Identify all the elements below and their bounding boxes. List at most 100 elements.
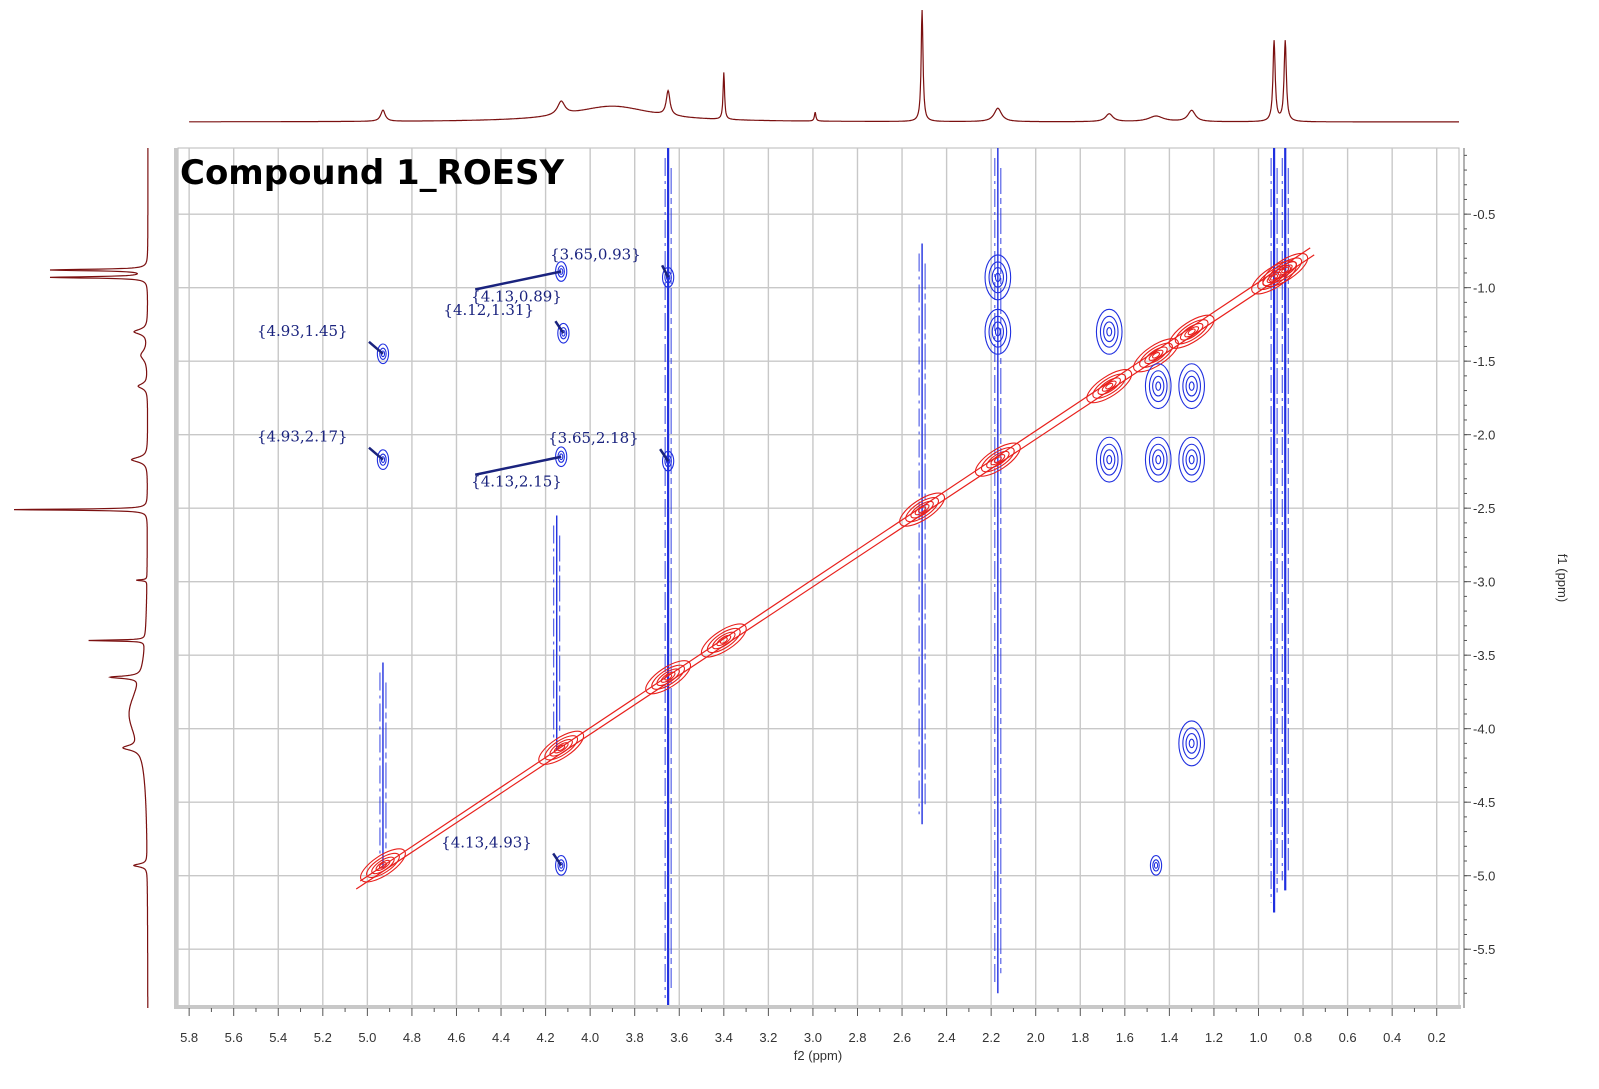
cross-peak-9	[991, 321, 1004, 343]
x-tick-label-15: 2.8	[848, 1030, 866, 1045]
y-tick-label-4: -2.5	[1473, 501, 1495, 516]
cross-peak-11	[1095, 436, 1123, 483]
x-tick-label-27: 0.4	[1383, 1030, 1401, 1045]
diagonal-peak-9	[1266, 271, 1282, 284]
top-1d-projection	[189, 9, 1459, 123]
x-tick-label-19: 2.0	[1027, 1030, 1045, 1045]
annotation-label-5: {3.65,2.18}	[548, 429, 639, 447]
diagonal-peak-5	[980, 447, 1015, 473]
y-tick-label-9: -5.0	[1473, 869, 1495, 884]
y-axis: -0.5 -1.0 -1.5 -2.0 -2.5 -3.0 -3.5 -4.0 -4.5 -5.0…	[1463, 148, 1495, 1008]
cross-peak-5	[557, 859, 565, 872]
cross-peak-15	[1155, 381, 1162, 391]
annotation-leader-5	[659, 448, 670, 462]
cross-peak-14	[1152, 449, 1165, 471]
annotation-leader-2	[554, 320, 565, 334]
contour-peaks	[355, 247, 1315, 890]
cross-peak-8	[994, 272, 1001, 283]
diagonal-peak-10	[1262, 252, 1309, 288]
cross-peak-12	[1188, 381, 1195, 391]
peak-annotations: {3.65,0.93} {4.13,0.89}{4.12,1.31} {4.93,1…	[257, 245, 670, 867]
diagonal-peak-5	[990, 454, 1006, 466]
diagonal-peak-2	[664, 673, 673, 681]
diagonal-peak-3	[716, 634, 732, 647]
x-tick-label-24: 1.0	[1249, 1030, 1267, 1045]
diagonal-peak-1	[549, 738, 573, 757]
diagonal-peak-0	[371, 856, 395, 875]
cross-peak-9	[994, 327, 1001, 337]
diagonal-peak-10	[1281, 266, 1290, 274]
diagonal-peak-7	[1151, 351, 1161, 359]
x-tick-label-22: 1.4	[1160, 1030, 1178, 1045]
diagonal-peak-2	[656, 668, 680, 687]
x-axis: 5.8 5.6 5.4 5.2 5.0 4.8 4.6 4.4 4.2 4.0 3.8 3.6 3.4 3…	[180, 1008, 1446, 1045]
cross-peak-15	[1152, 375, 1165, 397]
diagonal-peak-2	[651, 664, 686, 690]
cross-peak-6	[664, 271, 672, 284]
cross-peak-13	[1188, 454, 1195, 465]
diagonal-peak-8	[1187, 328, 1196, 336]
y-tick-label-8: -4.5	[1473, 795, 1495, 810]
top-projection-trace	[189, 9, 1459, 123]
annotation-label-0: {3.65,0.93}	[550, 245, 641, 263]
diagonal-ridge	[355, 254, 1315, 890]
cross-peak-6	[661, 267, 675, 288]
cross-peak-10	[1106, 327, 1113, 337]
cross-peak-12	[1182, 370, 1202, 403]
y-tick-label-2: -1.5	[1473, 354, 1495, 369]
cross-peak-13	[1185, 449, 1198, 471]
cross-peak-11	[1103, 449, 1116, 471]
diagonal-peak-7	[1144, 346, 1168, 365]
diagonal-peak-7	[1133, 338, 1179, 373]
cross-peak-13	[1178, 436, 1206, 483]
diagonal-peak-7	[1139, 342, 1173, 368]
diagonal-peak-0	[375, 859, 391, 872]
annotation-leader-0	[661, 264, 670, 278]
annotation-label-2: {4.12,1.31}	[443, 301, 534, 319]
cross-peak-14	[1148, 443, 1168, 476]
annotation-label-6: {4.13,2.15}	[471, 473, 562, 491]
x-tick-label-5: 4.8	[403, 1030, 421, 1045]
diagonal-peak-10	[1277, 264, 1293, 276]
x-tick-label-3: 5.2	[314, 1030, 332, 1045]
y-tick-label-6: -3.5	[1473, 648, 1495, 663]
diagonal-peak-1	[553, 742, 569, 754]
diagonal-peak-9	[1257, 264, 1291, 290]
x-tick-label-23: 1.2	[1205, 1030, 1223, 1045]
cross-peak-12	[1185, 375, 1198, 397]
cross-peak-7	[661, 450, 675, 472]
x-tick-label-17: 2.4	[938, 1030, 956, 1045]
cross-peak-5	[559, 862, 564, 869]
diagonal-peak-3	[706, 627, 741, 654]
cross-peak-17	[1153, 862, 1159, 869]
cross-peak-16	[1178, 720, 1206, 767]
left-projection-trace	[13, 148, 149, 1008]
cross-peak-12	[1178, 363, 1206, 410]
bottom-frame-bar	[174, 1005, 1461, 1009]
cross-peak-1	[379, 453, 387, 466]
x-tick-label-16: 2.6	[893, 1030, 911, 1045]
cross-peak-13	[1182, 443, 1202, 476]
y-tick-label-7: -4.0	[1473, 722, 1495, 737]
cross-peak-10	[1095, 308, 1123, 355]
y-tick-label-5: -3.0	[1473, 575, 1495, 590]
cross-peak-10	[1099, 315, 1119, 348]
x-tick-label-13: 3.2	[759, 1030, 777, 1045]
diagonal-peak-6	[1101, 380, 1117, 392]
left-frame-bar	[174, 148, 178, 1008]
x-tick-label-8: 4.2	[537, 1030, 555, 1045]
diagonal-peak-4	[910, 500, 934, 519]
x-tick-label-11: 3.6	[670, 1030, 688, 1045]
cross-peak-14	[1155, 454, 1162, 465]
cross-peak-3	[557, 322, 570, 344]
diagonal-peak-6	[1092, 373, 1127, 399]
cross-peak-11	[1099, 443, 1119, 476]
x-tick-label-26: 0.6	[1339, 1030, 1357, 1045]
y-tick-label-1: -1.0	[1473, 281, 1495, 296]
x-tick-label-4: 5.0	[358, 1030, 376, 1045]
diagonal-peak-4	[905, 497, 939, 523]
x-tick-label-6: 4.6	[447, 1030, 465, 1045]
diagonal-peak-5	[986, 450, 1010, 469]
diagonal-peak-0	[366, 852, 400, 879]
